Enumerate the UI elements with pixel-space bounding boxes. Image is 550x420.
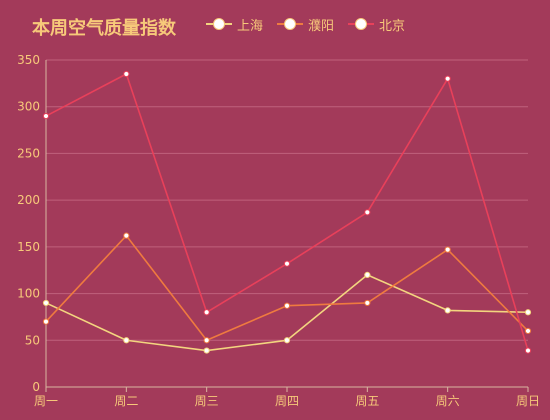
y-tick-label: 200 bbox=[17, 193, 40, 207]
data-point bbox=[123, 70, 130, 78]
data-point bbox=[364, 299, 371, 307]
y-tick-label: 350 bbox=[17, 53, 40, 67]
y-tick-label: 150 bbox=[17, 240, 40, 254]
legend-swatch-icon bbox=[206, 17, 232, 31]
y-tick-label: 300 bbox=[17, 100, 40, 114]
y-tick-label: 50 bbox=[25, 333, 40, 347]
data-point bbox=[283, 302, 291, 309]
data-point bbox=[444, 75, 451, 82]
legend-label: 北京 bbox=[379, 18, 406, 34]
y-tick-label: 250 bbox=[17, 146, 40, 160]
x-tick-label: 周三 bbox=[195, 394, 219, 408]
data-point bbox=[123, 337, 130, 344]
legend-swatch-icon bbox=[277, 17, 304, 31]
data-point bbox=[42, 318, 50, 325]
data-point bbox=[444, 307, 451, 314]
x-tick-label: 周五 bbox=[355, 394, 379, 408]
series-line-1 bbox=[45, 234, 529, 342]
data-point bbox=[203, 337, 210, 344]
data-point bbox=[444, 246, 451, 253]
data-point bbox=[364, 271, 371, 278]
series-line-2 bbox=[45, 73, 529, 351]
legend-swatch-icon bbox=[348, 17, 375, 31]
legend: 上海 濮阳 北京 bbox=[206, 14, 419, 34]
chart-title: 本周空气质量指数 bbox=[32, 18, 176, 39]
data-point bbox=[42, 112, 50, 120]
legend-label: 濮阳 bbox=[308, 18, 335, 34]
legend-item-2[interactable]: 北京 bbox=[348, 15, 405, 34]
x-tick-label: 周一 bbox=[34, 394, 58, 408]
y-tick-label: 0 bbox=[32, 380, 40, 394]
x-tick-label: 周二 bbox=[114, 394, 138, 408]
data-point bbox=[364, 209, 371, 216]
legend-item-0[interactable]: 上海 bbox=[206, 15, 263, 34]
data-point bbox=[123, 232, 130, 239]
x-tick-label: 周六 bbox=[436, 394, 460, 408]
data-point bbox=[283, 260, 291, 267]
x-tick-label: 周日 bbox=[516, 394, 540, 408]
data-point bbox=[203, 347, 210, 354]
y-tick-label: 100 bbox=[17, 287, 40, 301]
data-point bbox=[524, 309, 532, 316]
legend-item-1[interactable]: 濮阳 bbox=[277, 15, 334, 34]
data-point bbox=[524, 347, 532, 354]
x-tick-label: 周四 bbox=[275, 394, 299, 408]
legend-label: 上海 bbox=[237, 18, 264, 34]
data-point bbox=[283, 337, 291, 344]
data-point bbox=[42, 299, 50, 307]
data-point bbox=[524, 327, 532, 335]
data-point bbox=[203, 309, 210, 316]
